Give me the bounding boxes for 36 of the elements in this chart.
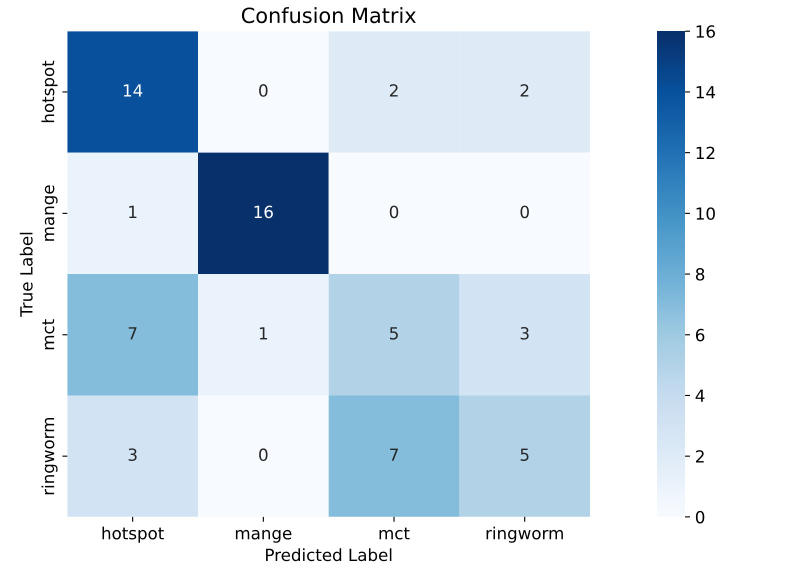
data-label: 5 [520, 448, 529, 462]
data-label: 0 [390, 206, 398, 218]
color-bar-label: 4 [696, 390, 704, 402]
data-label: 16 [254, 206, 273, 218]
data-label: 7 [390, 448, 398, 461]
data-label: 2 [520, 84, 528, 97]
y-tick-label: ringworm [41, 418, 58, 494]
color-bar-label: 2 [696, 450, 704, 463]
data-label: 3 [520, 326, 529, 340]
color-bar-label: 10 [696, 207, 715, 220]
y-tick-label: mange [44, 185, 58, 241]
color-bar-label: 6 [696, 328, 704, 342]
x-tick-label: hotspot [102, 526, 164, 543]
data-label: 0 [259, 448, 268, 462]
color-bar-label: 14 [696, 86, 716, 98]
data-label: 1 [129, 206, 136, 218]
data-label: 0 [520, 206, 529, 218]
y-tick-label: hotspot [41, 60, 58, 122]
data-label: 14 [124, 84, 142, 97]
data-label: 7 [128, 327, 137, 340]
x-tick-label: ringworm [486, 526, 563, 543]
data-label: 5 [390, 327, 398, 340]
x-tick-label: mange [236, 530, 292, 543]
data-label: 0 [259, 84, 268, 97]
data-label: 1 [260, 327, 268, 340]
chart-title: Confusion Matrix [242, 7, 416, 24]
color-bar-label: 8 [696, 268, 704, 281]
color-bar-label: 12 [696, 146, 714, 159]
y-axis-title: True Label [20, 232, 33, 317]
x-tick-label: mct [380, 528, 410, 540]
data-label: 2 [390, 84, 398, 97]
color-bar-label: 0 [696, 510, 704, 524]
data-label: 3 [128, 448, 137, 462]
y-tick-label: mct [42, 319, 54, 350]
x-axis-title: Predicted Label [266, 548, 392, 562]
color-bar-label: 16 [696, 25, 715, 38]
